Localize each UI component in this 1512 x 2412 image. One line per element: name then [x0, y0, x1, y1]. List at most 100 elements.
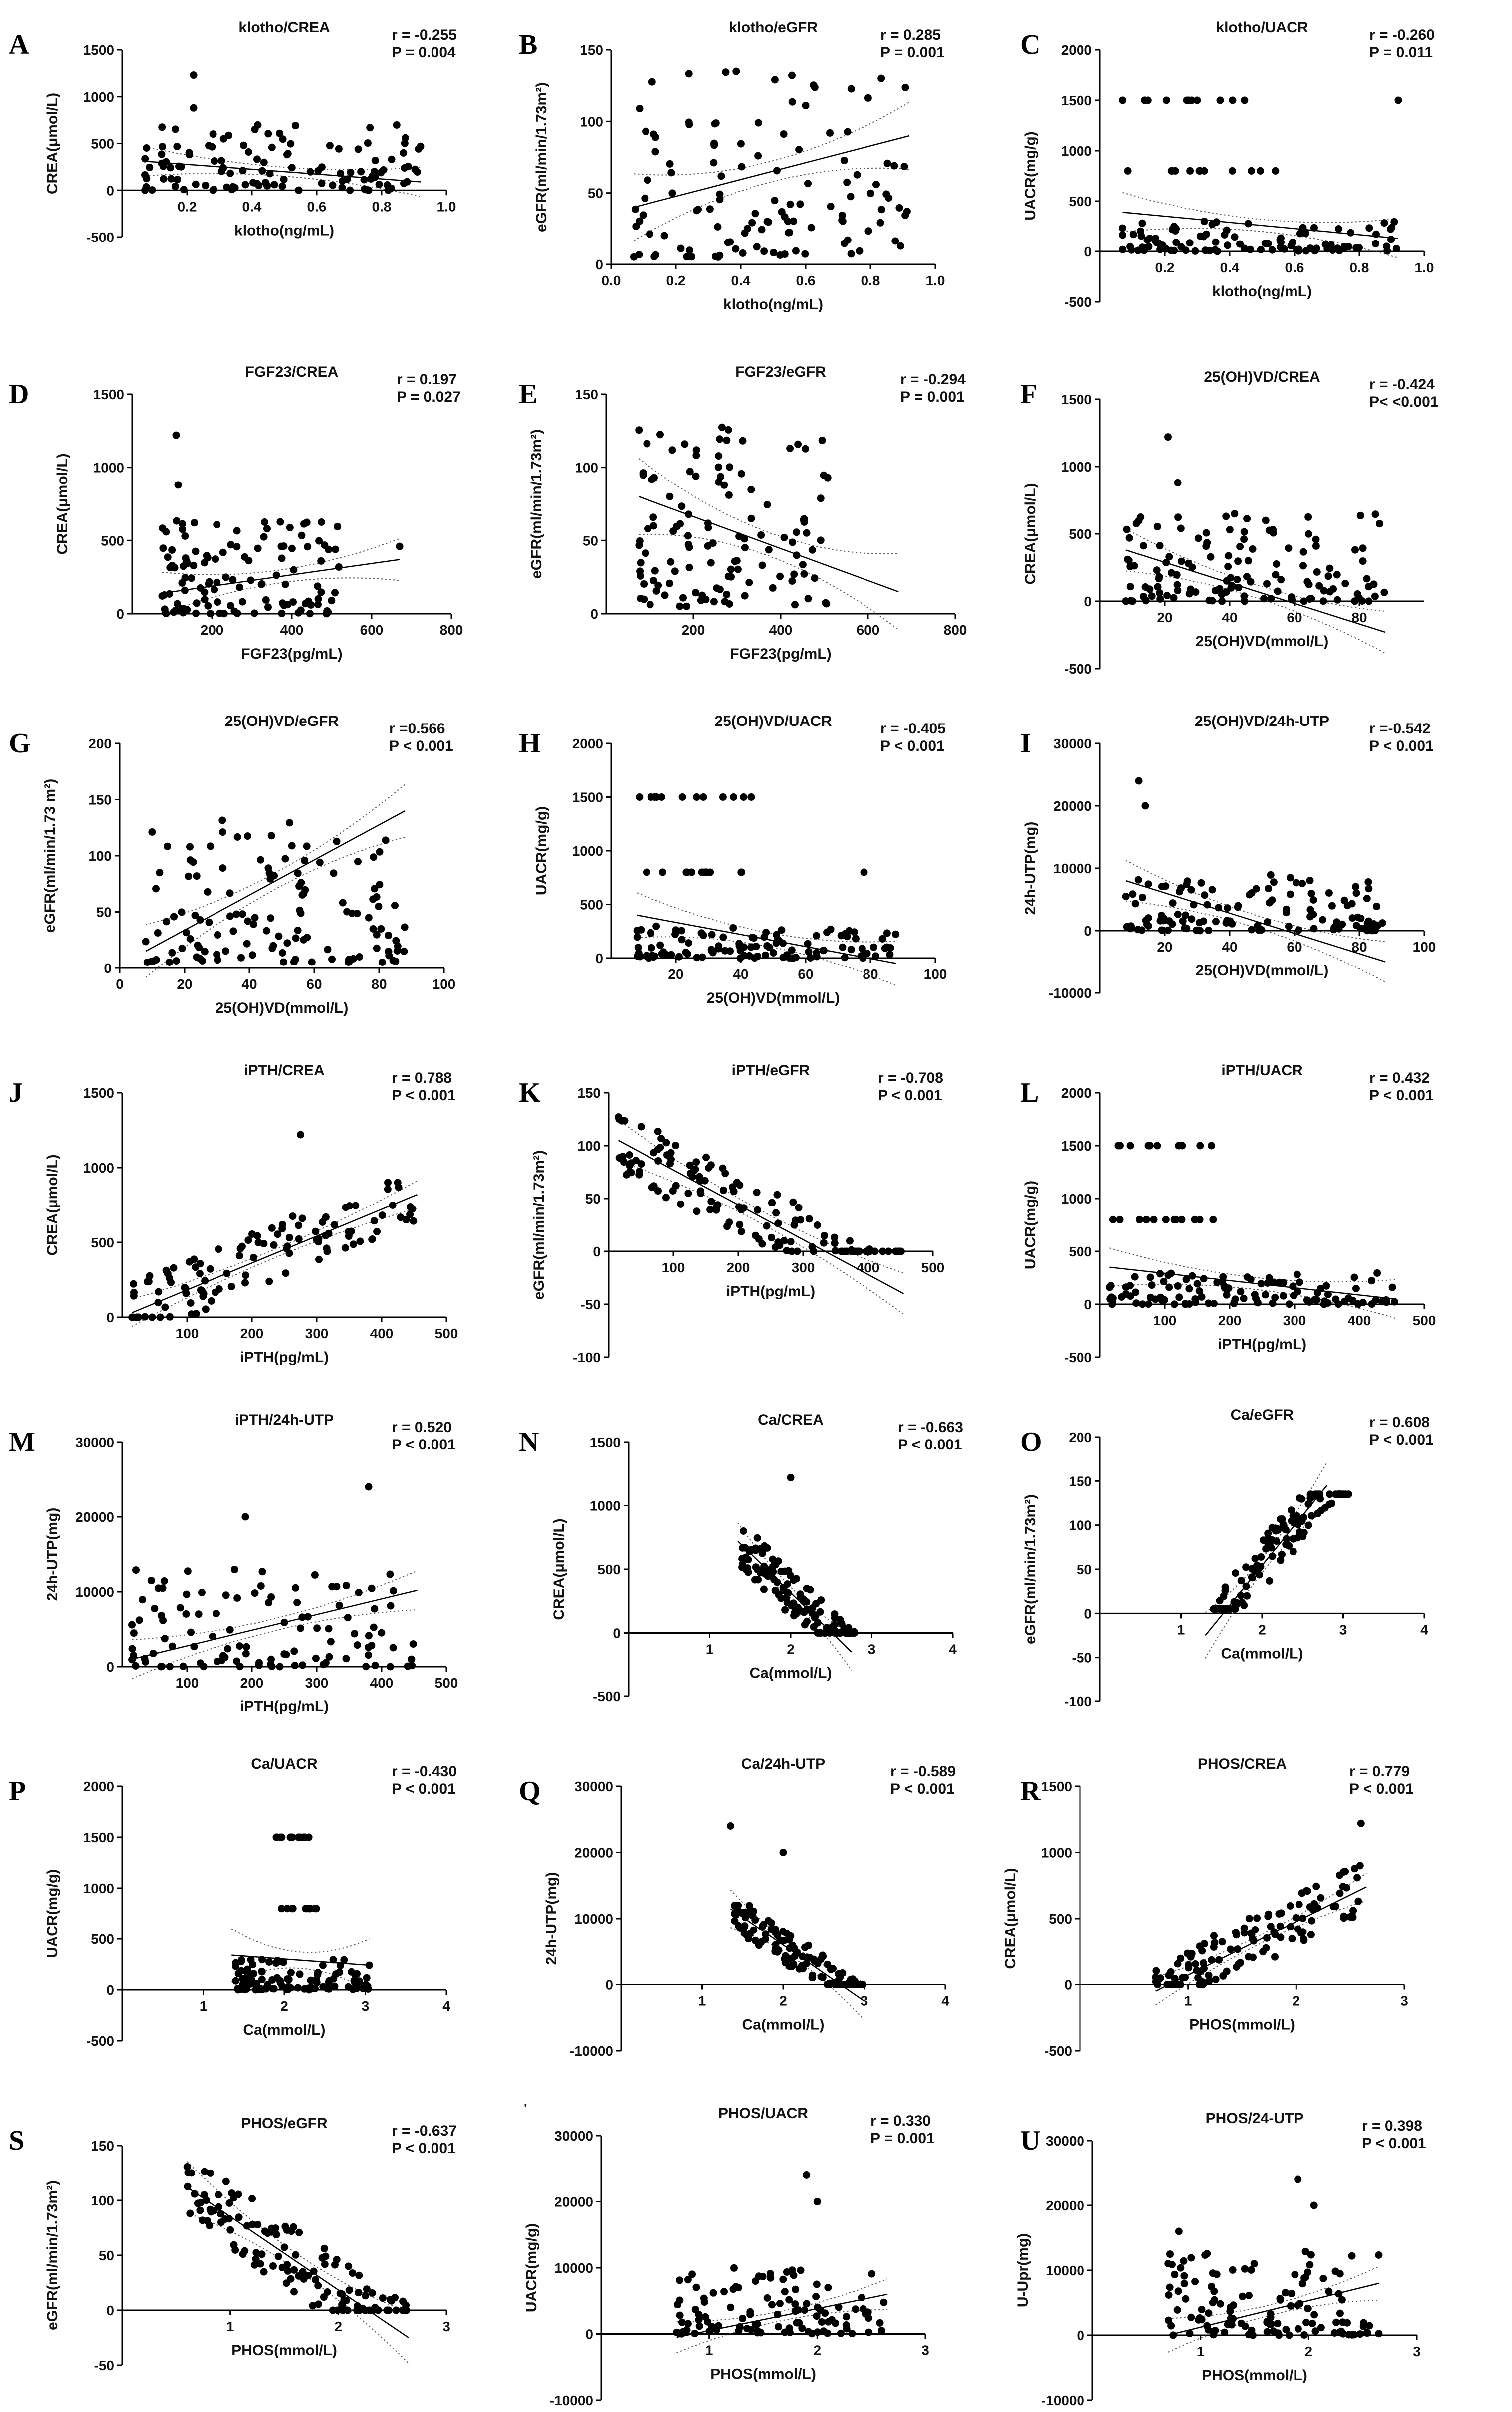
data-point: [269, 2262, 277, 2270]
data-point: [657, 1135, 665, 1143]
data-point: [1353, 1874, 1361, 1882]
data-point: [1165, 2291, 1173, 2299]
data-point: [1209, 1215, 1217, 1223]
data-point: [1173, 571, 1181, 579]
y-tick-label-Q: 30000: [574, 1779, 613, 1794]
data-point: [206, 1265, 214, 1273]
data-point: [349, 2269, 357, 2277]
data-point: [775, 2323, 782, 2331]
data-point: [196, 2206, 204, 2214]
panel-title-O: Ca/eGFR: [1231, 1407, 1294, 1423]
data-point: [310, 2267, 318, 2275]
data-point: [780, 130, 788, 138]
x-tick-label-N: 2: [787, 1642, 795, 1657]
data-point: [802, 1598, 809, 1606]
data-point: [1277, 1933, 1285, 1941]
data-point: [807, 954, 815, 962]
data-point: [1372, 240, 1379, 247]
data-point: [351, 1630, 359, 1638]
data-point: [237, 1957, 245, 1965]
data-point: [1365, 885, 1373, 893]
data-point: [841, 930, 849, 938]
data-point: [1368, 1277, 1376, 1285]
data-point: [729, 924, 737, 932]
data-point: [785, 2296, 793, 2304]
y-tick-label-L: -500: [1064, 1350, 1092, 1365]
data-point: [263, 182, 271, 190]
data-point: [819, 1952, 827, 1960]
data-point: [1185, 1285, 1193, 1293]
data-point: [239, 2250, 247, 2258]
y-tick-label-H: 0: [595, 951, 603, 966]
data-point: [707, 1198, 715, 1206]
data-point: [1309, 896, 1317, 904]
data-point: [754, 152, 762, 160]
data-point: [281, 2222, 289, 2230]
data-point: [707, 1161, 715, 1169]
y-tick-label-G: 200: [88, 736, 112, 751]
data-point: [284, 150, 292, 158]
data-point: [280, 2243, 288, 2251]
data-point: [1331, 2267, 1339, 2275]
data-point: [810, 1955, 818, 1963]
data-point: [1205, 927, 1213, 934]
data-point: [1171, 2270, 1179, 2278]
stray-mark: ': [524, 2101, 527, 2116]
x-tick-label-F: 40: [1222, 610, 1237, 625]
data-point: [803, 1585, 811, 1593]
data-point: [181, 574, 189, 582]
data-point: [179, 525, 187, 533]
data-point: [186, 843, 194, 851]
data-point: [213, 951, 221, 959]
data-point: [333, 837, 341, 845]
data-point: [284, 2267, 292, 2275]
y-tick-label-K: 150: [577, 1085, 601, 1101]
data-point: [1287, 2302, 1295, 2310]
data-point: [164, 842, 171, 850]
x-tick-label-J: 200: [240, 1326, 264, 1341]
data-point: [233, 1657, 241, 1665]
data-point: [189, 858, 197, 866]
data-point: [732, 1911, 740, 1919]
data-point: [1294, 1534, 1301, 1542]
data-point: [757, 531, 765, 539]
data-point: [1127, 246, 1135, 254]
data-point: [668, 189, 676, 197]
data-point: [831, 1247, 839, 1255]
data-point: [839, 1969, 847, 1977]
data-point: [297, 606, 305, 614]
data-point: [824, 2284, 832, 2292]
data-point: [1282, 2289, 1290, 2297]
data-point: [1126, 563, 1134, 571]
data-point: [179, 520, 186, 528]
data-point: [1277, 576, 1285, 584]
data-point: [742, 1553, 750, 1561]
data-point: [651, 133, 659, 141]
data-point: [1286, 1902, 1294, 1910]
points-S: [183, 2163, 411, 2314]
data-point: [717, 172, 725, 180]
data-point: [769, 1568, 777, 1576]
data-point: [365, 1483, 373, 1491]
y-tick-label-R: 1000: [1041, 1845, 1072, 1861]
y-tick-label-E: 100: [575, 460, 598, 476]
data-point: [758, 226, 766, 234]
data-point: [159, 162, 167, 170]
data-point: [1312, 542, 1320, 550]
data-point: [820, 1232, 828, 1240]
data-point: [389, 1202, 397, 1209]
data-point: [694, 206, 702, 214]
data-point: [877, 74, 885, 82]
data-point: [304, 543, 312, 551]
data-point: [158, 123, 166, 131]
data-point: [176, 1604, 184, 1612]
data-point: [802, 1960, 810, 1968]
data-point: [671, 567, 679, 575]
data-point: [1119, 231, 1127, 239]
data-point: [196, 1270, 204, 1277]
data-point: [346, 186, 354, 194]
data-point: [1341, 1868, 1349, 1876]
data-point: [385, 932, 392, 939]
y-axis-label-H: UACR(mg/g): [533, 806, 550, 895]
data-point: [792, 247, 800, 255]
